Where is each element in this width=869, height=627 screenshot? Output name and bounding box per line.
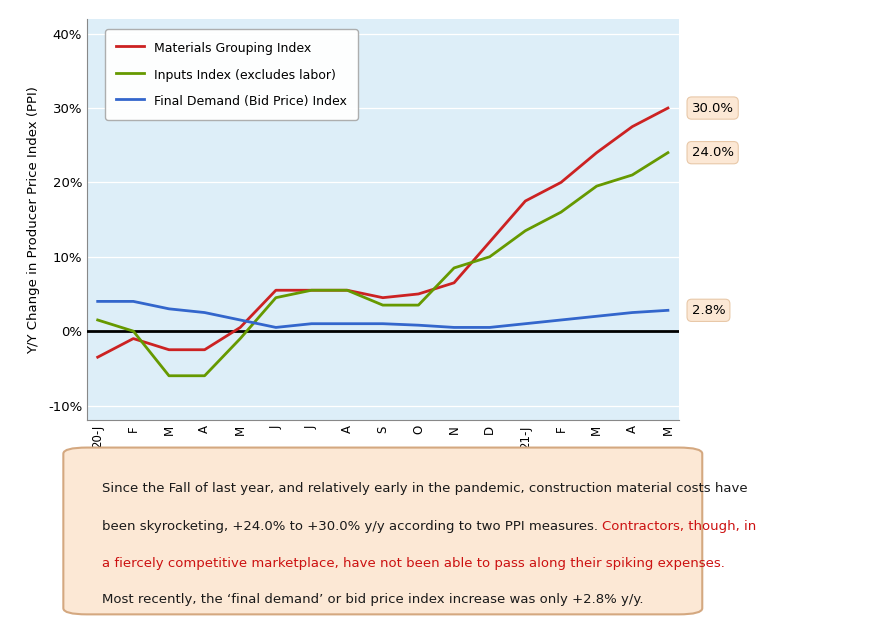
Text: 2.8%: 2.8% <box>691 304 725 317</box>
Text: a fiercely competitive marketplace, have not been able to pass along their spiki: a fiercely competitive marketplace, have… <box>102 557 724 570</box>
Text: Contractors, though, in: Contractors, though, in <box>601 520 755 533</box>
Text: 24.0%: 24.0% <box>691 146 733 159</box>
X-axis label: Year & Month: Year & Month <box>327 457 438 472</box>
FancyBboxPatch shape <box>63 448 701 614</box>
Legend: Materials Grouping Index, Inputs Index (excludes labor), Final Demand (Bid Price: Materials Grouping Index, Inputs Index (… <box>105 29 357 120</box>
Text: 30.0%: 30.0% <box>691 102 733 115</box>
Y-axis label: Y/Y Change in Producer Price Index (PPI): Y/Y Change in Producer Price Index (PPI) <box>27 86 39 354</box>
Text: Since the Fall of last year, and relatively early in the pandemic, construction : Since the Fall of last year, and relativ… <box>102 482 746 495</box>
Text: Most recently, the ‘final demand’ or bid price index increase was only +2.8% y/y: Most recently, the ‘final demand’ or bid… <box>102 593 642 606</box>
Text: been skyrocketing, +24.0% to +30.0% y/y according to two PPI measures.: been skyrocketing, +24.0% to +30.0% y/y … <box>102 520 601 533</box>
